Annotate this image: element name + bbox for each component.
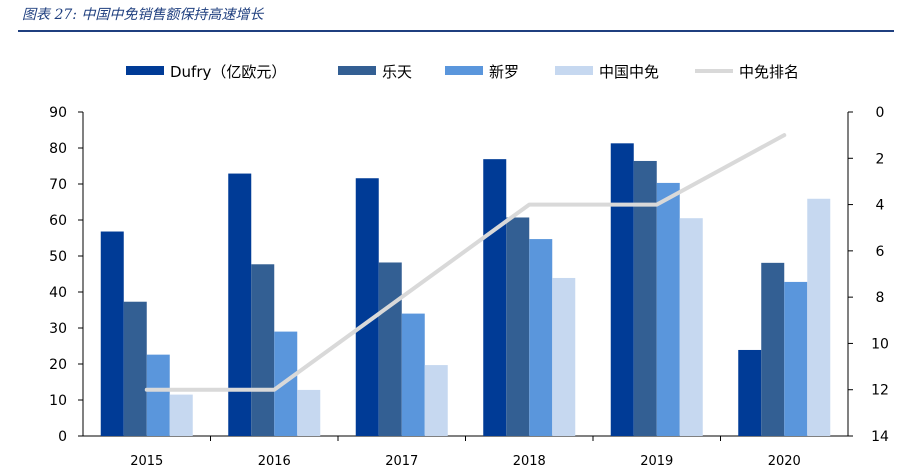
y-tick-label: 10 [49,393,67,409]
bar [424,365,448,436]
bar [483,159,507,436]
y-tick-label: 0 [58,429,67,445]
legend-swatch [445,66,483,75]
bar [251,264,275,436]
figure-caption: 图表 27: 中国中免销售额保持高速增长 [22,7,264,23]
x-tick-label: 2016 [258,454,291,469]
bar [656,182,680,436]
bar [355,178,379,437]
x-tick-label: 2018 [513,454,546,469]
bar [529,239,553,436]
bar [552,277,576,436]
y2-tick-label: 10 [871,336,889,352]
legend-label: 乐天 [382,63,412,81]
bar [761,262,785,436]
chart-legend: Dufry（亿欧元） 乐天 新罗 中国中免 中免排名 [126,63,799,81]
y-tick-label: 40 [49,285,67,301]
bar [123,301,147,436]
bar [378,262,402,436]
y2-tick-label: 2 [876,151,885,167]
y-tick-label: 80 [49,141,67,157]
y-tick-label: 30 [49,321,67,337]
bar [228,173,252,436]
legend-label: Dufry（亿欧元） [170,63,286,81]
x-tick-label: 2017 [385,454,418,469]
bar [633,160,657,436]
bar [146,354,170,436]
legend-swatch [338,66,376,75]
legend-label: 新罗 [489,63,519,81]
bar [169,394,193,436]
bar [679,218,703,436]
bar [610,143,634,436]
y-tick-label: 20 [49,357,67,373]
caption-rule [18,30,894,32]
bar [784,281,808,436]
bar [807,198,831,436]
legend-label: 中免排名 [739,63,799,81]
rank-line [144,133,787,392]
y-tick-label: 50 [49,249,67,265]
y-tick-label: 90 [49,105,67,121]
y2-tick-label: 4 [876,198,885,214]
legend-swatch [555,66,593,75]
y-tick-label: 70 [49,177,67,193]
y2-tick-label: 14 [871,429,889,445]
legend-swatch [126,66,164,75]
y-tick-label: 60 [49,213,67,229]
chart-line [144,133,787,392]
x-tick-label: 2020 [768,454,801,469]
x-tick-label: 2015 [130,454,163,469]
x-tick-label: 2019 [640,454,673,469]
y2-tick-label: 12 [871,383,889,399]
chart-bars [100,143,831,437]
bar [100,231,124,436]
y2-tick-label: 0 [876,105,885,121]
y2-tick-label: 6 [876,244,885,260]
bar [506,217,530,436]
bar [297,389,321,436]
chart-axes: 0 10 20 30 40 50 60 70 80 90 0 2 4 6 8 10 12 14 2015 2016 20… [49,105,889,469]
bar [401,313,425,436]
bar [738,349,762,436]
y2-tick-label: 8 [876,290,885,306]
legend-label: 中国中免 [599,63,659,81]
